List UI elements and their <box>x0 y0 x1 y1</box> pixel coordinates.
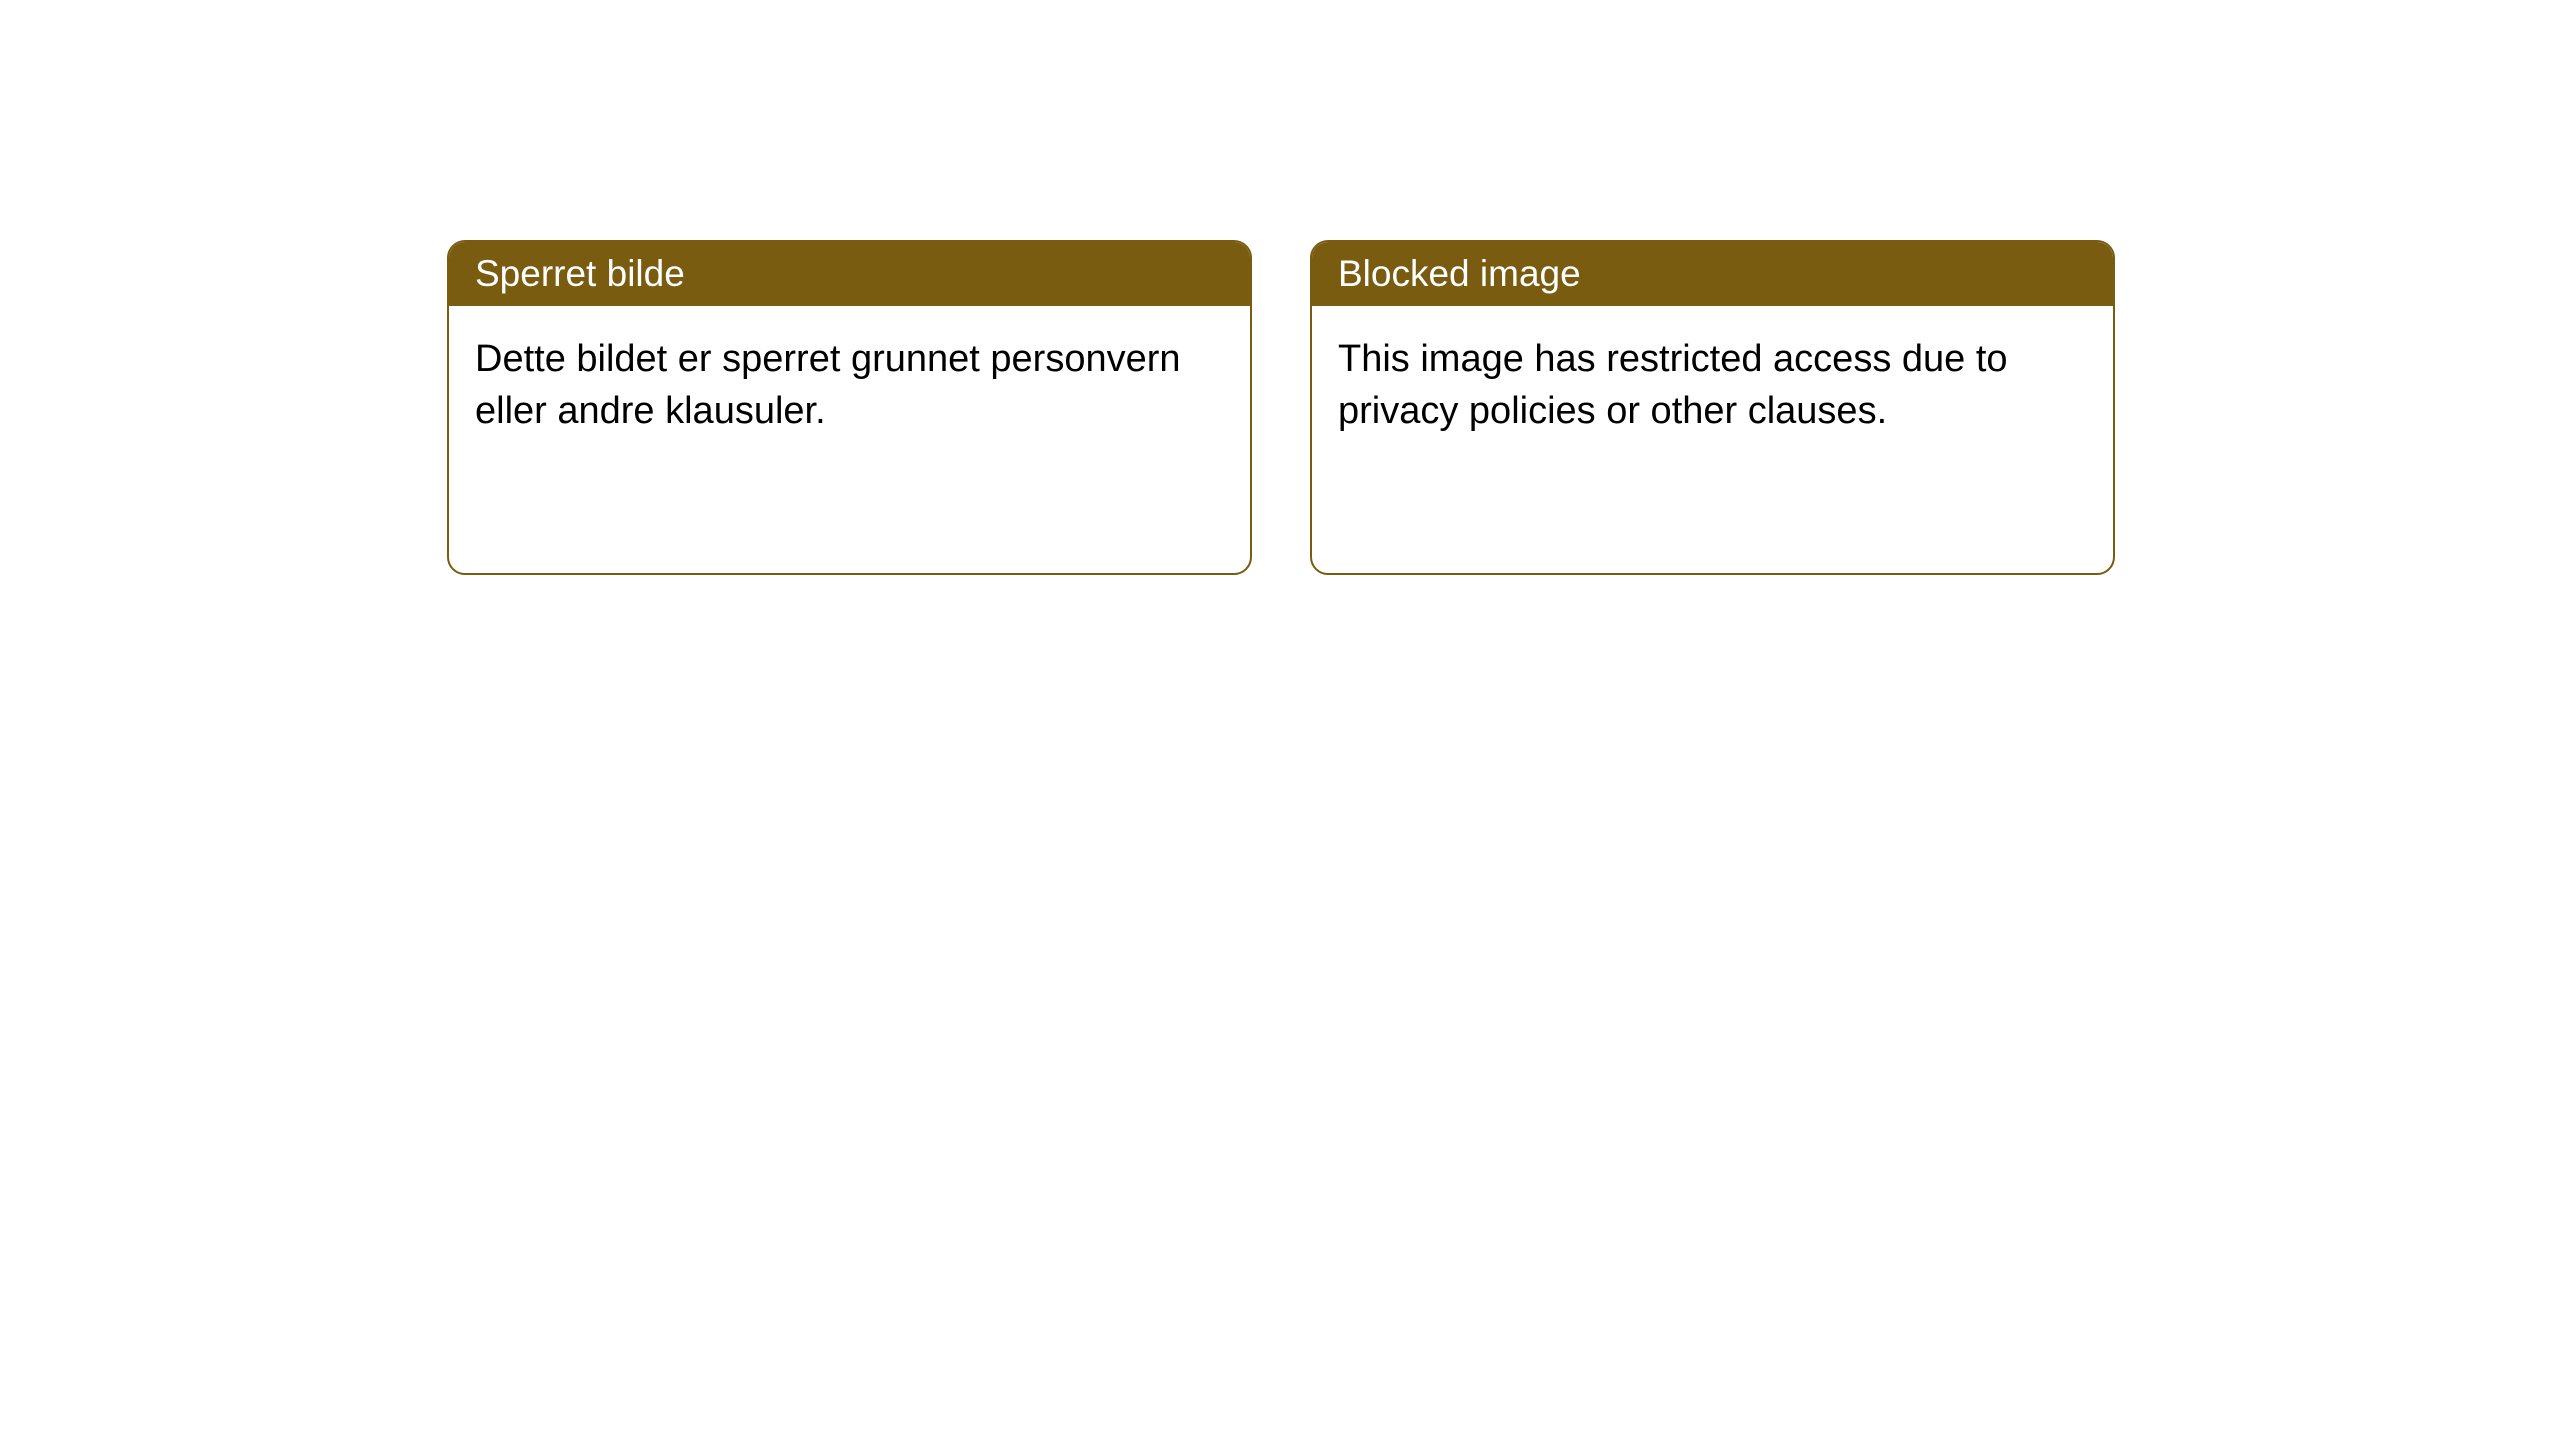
notice-card-norwegian: Sperret bilde Dette bildet er sperret gr… <box>447 240 1252 575</box>
notice-body: This image has restricted access due to … <box>1312 306 2113 465</box>
notice-header: Blocked image <box>1312 242 2113 306</box>
notice-body-text: This image has restricted access due to … <box>1338 338 2008 431</box>
notice-title: Sperret bilde <box>475 253 685 294</box>
notice-body-text: Dette bildet er sperret grunnet personve… <box>475 338 1181 431</box>
notice-card-english: Blocked image This image has restricted … <box>1310 240 2115 575</box>
notice-body: Dette bildet er sperret grunnet personve… <box>449 306 1250 465</box>
notice-title: Blocked image <box>1338 253 1581 294</box>
notice-header: Sperret bilde <box>449 242 1250 306</box>
notice-cards-container: Sperret bilde Dette bildet er sperret gr… <box>447 240 2115 575</box>
